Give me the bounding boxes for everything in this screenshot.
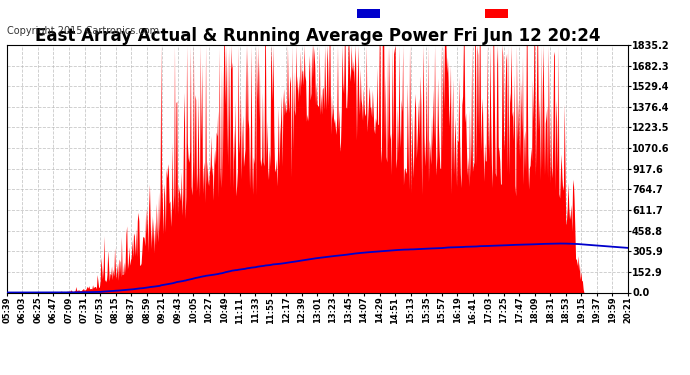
Text: Copyright 2015 Cartronics.com: Copyright 2015 Cartronics.com [7,26,159,36]
Legend: Average (DC Watts), East Array (DC Watts): Average (DC Watts), East Array (DC Watts… [355,8,623,21]
Title: East Array Actual & Running Average Power Fri Jun 12 20:24: East Array Actual & Running Average Powe… [34,27,600,45]
